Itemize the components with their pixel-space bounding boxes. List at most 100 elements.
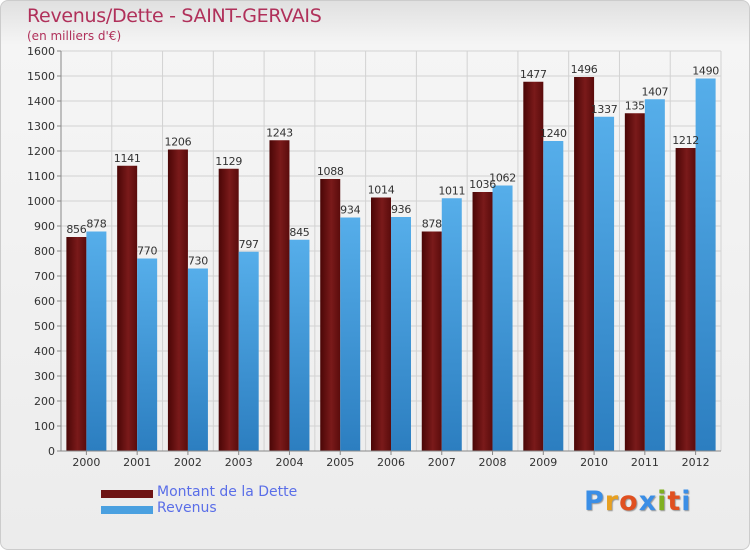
y-tick-label: 1100 bbox=[27, 170, 55, 183]
data-label-revenus: 878 bbox=[86, 218, 106, 231]
bar-revenus bbox=[137, 258, 158, 451]
bars bbox=[66, 77, 716, 451]
bar-revenus bbox=[441, 198, 462, 451]
data-label-dette: 1014 bbox=[368, 184, 395, 197]
bar-revenus bbox=[86, 231, 107, 451]
x-tick-label: 2010 bbox=[580, 456, 608, 469]
x-tick-label: 2005 bbox=[326, 456, 354, 469]
legend-label-revenus: Revenus bbox=[157, 500, 217, 516]
y-tick-label: 1500 bbox=[27, 70, 55, 83]
data-label-dette: 856 bbox=[66, 223, 86, 236]
data-label-revenus: 1337 bbox=[591, 103, 618, 116]
data-label-revenus: 730 bbox=[188, 255, 208, 268]
bar-revenus bbox=[187, 268, 208, 451]
y-tick-label: 500 bbox=[34, 320, 55, 333]
y-tick-label: 300 bbox=[34, 370, 55, 383]
legend-swatch-debt bbox=[101, 490, 153, 498]
bar-dette bbox=[421, 231, 442, 451]
y-tick-label: 1300 bbox=[27, 120, 55, 133]
data-label-dette: 1496 bbox=[571, 63, 598, 76]
data-label-revenus: 1490 bbox=[692, 65, 719, 78]
x-tick-label: 2001 bbox=[123, 456, 151, 469]
bar-dette bbox=[269, 140, 290, 451]
x-tick-label: 2012 bbox=[682, 456, 710, 469]
bar-dette bbox=[117, 165, 138, 451]
bar-revenus bbox=[289, 239, 310, 451]
y-tick-label: 200 bbox=[34, 395, 55, 408]
bar-dette bbox=[371, 197, 391, 451]
data-label-revenus: 845 bbox=[289, 226, 309, 239]
bar-dette bbox=[574, 77, 595, 451]
x-tick-label: 2003 bbox=[225, 456, 253, 469]
data-label-dette: 1088 bbox=[317, 165, 344, 178]
bar-revenus bbox=[695, 78, 716, 451]
data-label-dette: 1477 bbox=[520, 68, 547, 81]
x-tick-label: 2000 bbox=[72, 456, 100, 469]
x-tick-label: 2002 bbox=[174, 456, 202, 469]
x-tick-label: 2008 bbox=[479, 456, 507, 469]
bar-dette bbox=[218, 168, 239, 451]
bar-revenus bbox=[594, 116, 615, 451]
y-tick-label: 1400 bbox=[27, 95, 55, 108]
data-labels: 856 8781141770120673011297971243845108893… bbox=[66, 63, 719, 268]
y-tick-label: 900 bbox=[34, 220, 55, 233]
axes: 0 100 200 300 400 500 600 700 800 900 1000 1100 1200… bbox=[27, 45, 721, 469]
y-tick-label: 1600 bbox=[27, 45, 55, 58]
y-tick-label: 400 bbox=[34, 345, 55, 358]
bar-dette bbox=[624, 113, 645, 451]
data-label-revenus: 1011 bbox=[438, 184, 465, 197]
logo-letter: i bbox=[657, 486, 668, 517]
x-tick-label: 2009 bbox=[529, 456, 557, 469]
data-label-revenus: 936 bbox=[391, 203, 411, 216]
bar-dette bbox=[320, 179, 341, 451]
bar-dette bbox=[675, 148, 696, 451]
y-tick-label: 1200 bbox=[27, 145, 55, 158]
bar-dette bbox=[472, 192, 493, 451]
y-tick-label: 800 bbox=[34, 245, 55, 258]
logo-letter: t bbox=[667, 486, 682, 517]
data-label-revenus: 1240 bbox=[540, 127, 567, 140]
data-label-dette: 878 bbox=[422, 218, 442, 231]
x-tick-label: 2004 bbox=[275, 456, 303, 469]
bar-dette bbox=[167, 149, 188, 451]
x-tick-label: 2006 bbox=[377, 456, 405, 469]
data-label-dette: 1129 bbox=[215, 155, 242, 168]
data-label-revenus: 1407 bbox=[641, 85, 668, 98]
y-tick-label: 0 bbox=[48, 445, 55, 458]
data-label-dette: 135 bbox=[625, 99, 645, 112]
bar-revenus bbox=[492, 185, 513, 451]
bar-dette bbox=[66, 237, 87, 451]
data-label-dette: 1206 bbox=[165, 136, 192, 149]
chart-subtitle: (en milliers d'€) bbox=[27, 29, 122, 43]
y-tick-label: 100 bbox=[34, 420, 55, 433]
proxiti-logo: Proxiti bbox=[584, 486, 692, 517]
chart-title: Revenus/Dette - SAINT-GERVAIS bbox=[27, 5, 322, 27]
logo-letter: r bbox=[604, 486, 620, 517]
bar-revenus bbox=[391, 217, 411, 451]
logo-letter: o bbox=[619, 486, 639, 517]
data-label-revenus: 934 bbox=[340, 204, 360, 217]
legend-swatch-revenus bbox=[101, 506, 153, 514]
logo-letter: i bbox=[681, 486, 692, 517]
data-label-dette: 1212 bbox=[672, 134, 699, 147]
bar-revenus bbox=[238, 251, 259, 451]
data-label-dette: 1243 bbox=[266, 126, 293, 139]
bar-revenus bbox=[644, 99, 665, 451]
logo-letter: P bbox=[584, 486, 605, 517]
x-tick-label: 2007 bbox=[428, 456, 456, 469]
legend-label-debt: Montant de la Dette bbox=[157, 484, 298, 500]
data-label-dette: 1036 bbox=[469, 178, 496, 191]
y-tick-label: 600 bbox=[34, 295, 55, 308]
x-tick-label: 2011 bbox=[631, 456, 659, 469]
data-label-dette: 1141 bbox=[114, 152, 141, 165]
bar-revenus bbox=[340, 217, 361, 451]
data-label-revenus: 797 bbox=[239, 238, 259, 251]
logo-letter: x bbox=[638, 486, 658, 517]
y-tick-label: 700 bbox=[34, 270, 55, 283]
bar-revenus bbox=[543, 141, 564, 451]
bar-dette bbox=[523, 81, 544, 451]
data-label-revenus: 1062 bbox=[489, 172, 516, 185]
y-tick-label: 1000 bbox=[27, 195, 55, 208]
